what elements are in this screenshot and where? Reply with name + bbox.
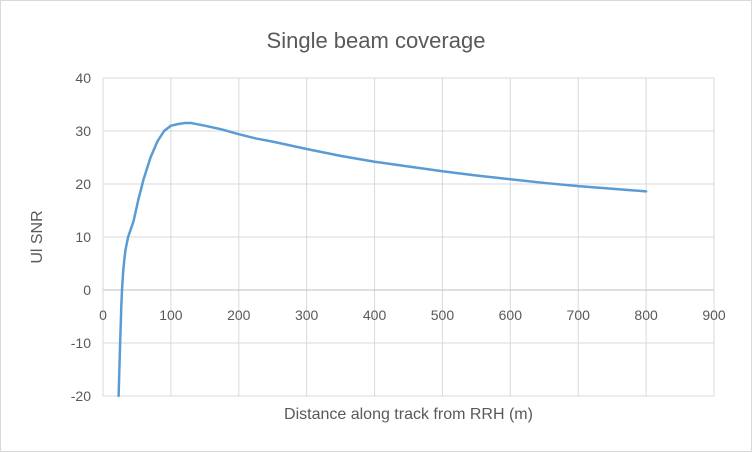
axes [102, 78, 714, 396]
y-tick-label: 20 [75, 176, 91, 192]
series-line [117, 121, 648, 398]
gridlines [102, 77, 715, 397]
x-tick-label: 300 [295, 307, 319, 323]
y-tick-label: -10 [71, 335, 91, 351]
y-tick-label: 40 [75, 70, 91, 86]
x-tick-labels: 0 100 200 300 400 500 600 700 800 900 [99, 307, 726, 323]
x-tick-label: 600 [499, 307, 523, 323]
y-tick-label: 10 [75, 229, 91, 245]
y-tick-labels: -20 -10 0 10 20 30 40 [71, 70, 91, 404]
chart-title: Single beam coverage [266, 28, 486, 53]
x-tick-label: 200 [227, 307, 251, 323]
x-tick-label: 100 [159, 307, 183, 323]
y-axis-title: Ul SNR [29, 210, 46, 263]
x-tick-label: 500 [431, 307, 455, 323]
x-tick-label: 900 [702, 307, 726, 323]
x-axis-title: Distance along track from RRH (m) [284, 406, 533, 423]
y-tick-label: -20 [71, 388, 91, 404]
x-tick-label: 0 [99, 307, 107, 323]
x-tick-label: 400 [363, 307, 387, 323]
x-tick-label: 800 [634, 307, 658, 323]
series-group [117, 121, 648, 398]
x-tick-label: 700 [567, 307, 591, 323]
y-tick-label: 0 [83, 282, 91, 298]
y-tick-label: 30 [75, 123, 91, 139]
